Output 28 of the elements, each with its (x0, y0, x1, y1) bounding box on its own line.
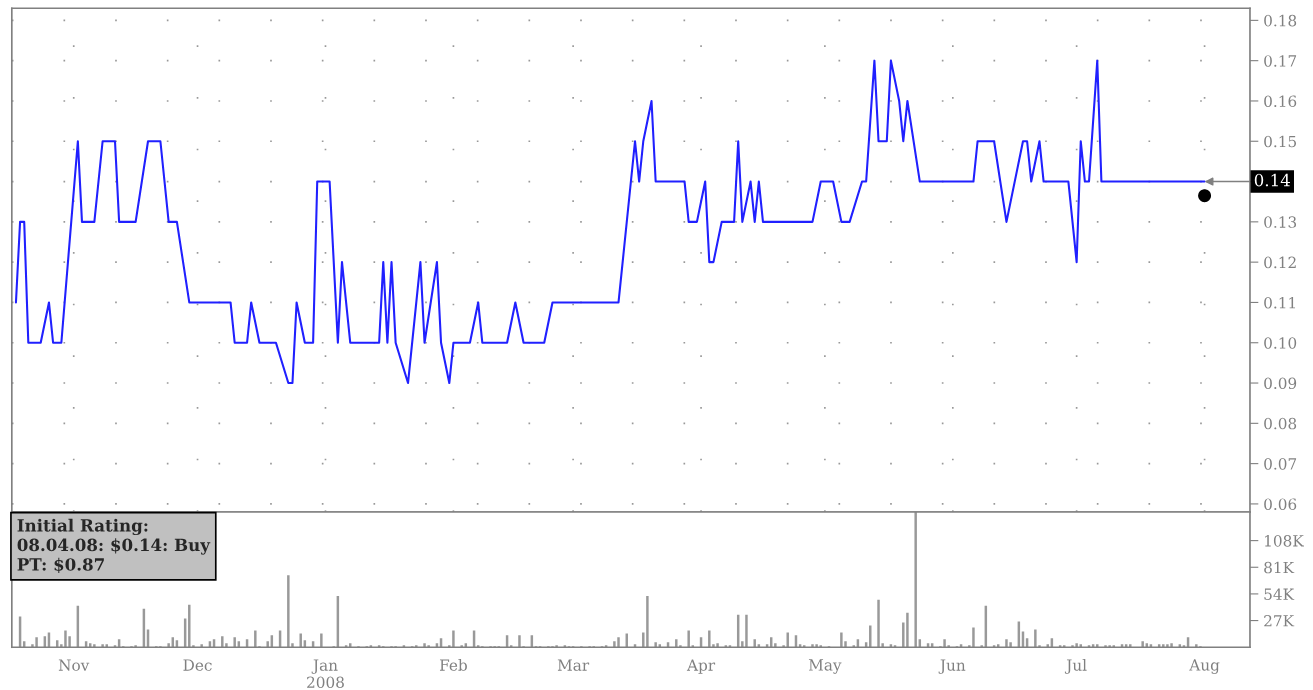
y-tick-label: 0.10 (1264, 337, 1297, 349)
y-tick-label: 0.12 (1264, 256, 1296, 269)
y-tick-label: 0.13 (1264, 216, 1297, 228)
x-tick-label: Jan 2008 (307, 659, 344, 688)
y-tick-label: 0.18 (1264, 14, 1297, 27)
x-tick-label: Nov (58, 659, 90, 671)
y-tick-label: 0.09 (1264, 377, 1297, 390)
y-tick-label: 0.11 (1264, 296, 1296, 309)
y-tick-label: 108K (1265, 535, 1304, 547)
annotation: 0.14 (1254, 173, 1290, 187)
x-tick-label: Mar (557, 659, 590, 671)
y-tick-label: 0.06 (1264, 498, 1297, 510)
x-tick-label: May (808, 659, 842, 674)
y-tick-label: 81K (1264, 561, 1295, 574)
y-tick-label: 27K (1264, 615, 1295, 627)
annotation: Initial Rating: 08.04.08: $0.14: Buy PT: $0.87 (17, 518, 211, 573)
y-tick-label: 0.07 (1264, 458, 1297, 470)
x-tick-label: Dec (183, 659, 212, 671)
y-tick-label: 54K (1264, 588, 1295, 600)
y-tick-label: 0.17 (1264, 55, 1297, 67)
y-tick-label: 0.16 (1264, 95, 1297, 107)
y-tick-label: 0.15 (1264, 135, 1297, 148)
x-tick-label: Aug (1189, 659, 1220, 674)
x-tick-label: Apr (686, 659, 716, 674)
y-tick-label: 0.08 (1264, 417, 1297, 430)
x-tick-label: Jul (1064, 659, 1087, 674)
x-tick-label: Jun (938, 659, 966, 674)
x-tick-label: Feb (439, 659, 467, 671)
